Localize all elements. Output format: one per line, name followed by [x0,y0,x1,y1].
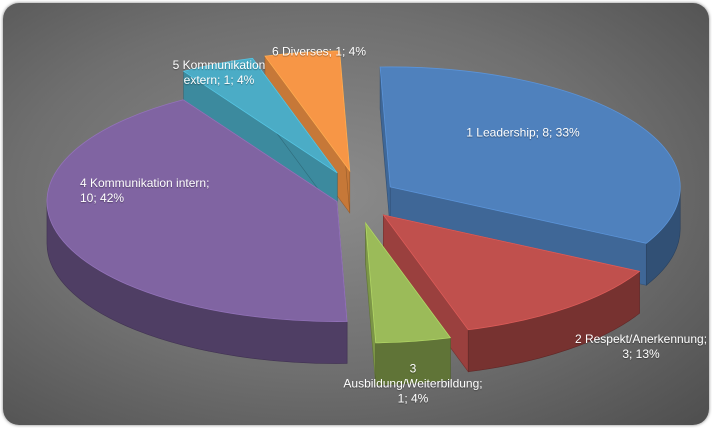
pie-slice-2 [382,214,641,373]
slice-label-2: 2 Respekt/Anerkennung; 3; 13% [575,332,707,362]
pie-slice-3-top [365,221,452,344]
pie-slice-2-top [382,214,641,331]
pie-slice-5-top [182,57,338,174]
slice-label-3-line: 3 [409,361,417,376]
slice-label-6: 6 Diverses; 1; 4% [272,45,366,60]
slice-label-4-line: 4 Kommunikation intern; [80,176,210,190]
slice-label-3-line: Ausbildung/Weiterbildung; [343,376,483,391]
slice-label-1-line: 1 Leadership; 8; 33% [466,125,580,140]
slice-label-3-line: 1; 4% [397,391,429,406]
pie-slice-1-top [379,66,681,244]
slice-label-5-line: 5 Kommunikation [172,58,266,72]
slice-label-4-line: 10; 42% [80,191,125,205]
slice-label-5: 5 Kommunikation extern; 1; 4% [173,58,266,88]
slice-label-4: 4 Kommunikation intern; 10; 42% [80,176,209,206]
pie-slice-3 [365,221,452,386]
pie-slice-4-top [46,99,348,322]
pie-chart [46,50,681,386]
slice-label-2-line: 3; 13% [622,347,660,361]
slice-label-5-line: extern; 1; 4% [183,73,255,87]
pie-slice-4 [46,99,348,364]
slice-label-1: 1 Leadership; 8; 33% [466,126,579,141]
pie-slice-6-top [264,50,351,173]
chart-area: 1 Leadership; 8; 33% 2 Respekt/Anerkennun… [3,3,709,425]
slice-label-6-line: 6 Diverses; 1; 4% [271,44,367,59]
slice-label-2-line: 2 Respekt/Anerkennung; [574,332,708,346]
pie-slice-1 [379,66,681,286]
slice-label-3: 3 Ausbildung/Weiterbildung; 1; 4% [343,362,482,407]
